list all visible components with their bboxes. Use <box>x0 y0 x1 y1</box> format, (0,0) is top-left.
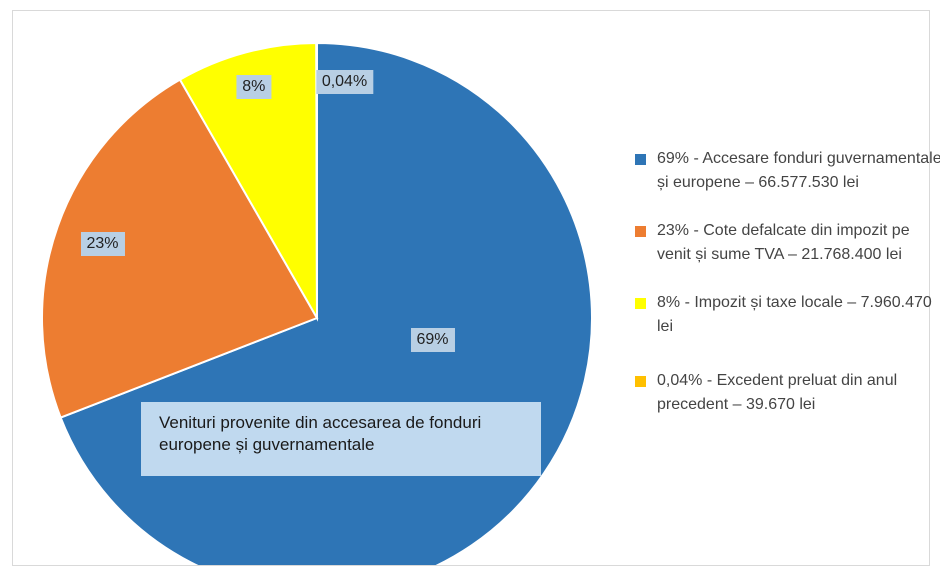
annotation-text: Venituri provenite din accesarea de fond… <box>159 413 482 454</box>
pie-slice <box>315 41 318 319</box>
legend-label: 0,04% - Excedent preluat din anul preced… <box>657 372 898 413</box>
data-label: 8% <box>236 75 272 99</box>
data-label: 23% <box>80 231 125 256</box>
legend: 69% - Accesare fonduri guvernamentale și… <box>635 147 940 441</box>
legend-swatch <box>635 298 646 309</box>
data-label: 0,04% <box>315 69 374 94</box>
legend-entry: 69% - Accesare fonduri guvernamentale și… <box>635 147 940 195</box>
legend-label: 69% - Accesare fonduri guvernamentale și… <box>657 150 940 191</box>
legend-swatch <box>635 226 646 237</box>
legend-label: 23% - Cote defalcate din impozit pe veni… <box>657 222 910 263</box>
legend-entry: 8% - Impozit și taxe locale – 7.960.470 … <box>635 291 940 339</box>
pie-slice <box>41 78 319 419</box>
legend-entry: 0,04% - Excedent preluat din anul preced… <box>635 369 940 417</box>
pie-slice <box>178 41 319 322</box>
data-label: 69% <box>410 328 455 352</box>
legend-label: 8% - Impozit și taxe locale – 7.960.470 … <box>657 294 932 335</box>
chart-frame: 69% 23% 8% 0,04% Venituri provenite din acc… <box>12 10 940 566</box>
legend-swatch <box>635 376 646 387</box>
annotation-box: Venituri provenite din accesarea de fond… <box>141 402 541 476</box>
legend-swatch <box>635 154 646 165</box>
legend-entry: 23% - Cote defalcate din impozit pe veni… <box>635 219 940 267</box>
